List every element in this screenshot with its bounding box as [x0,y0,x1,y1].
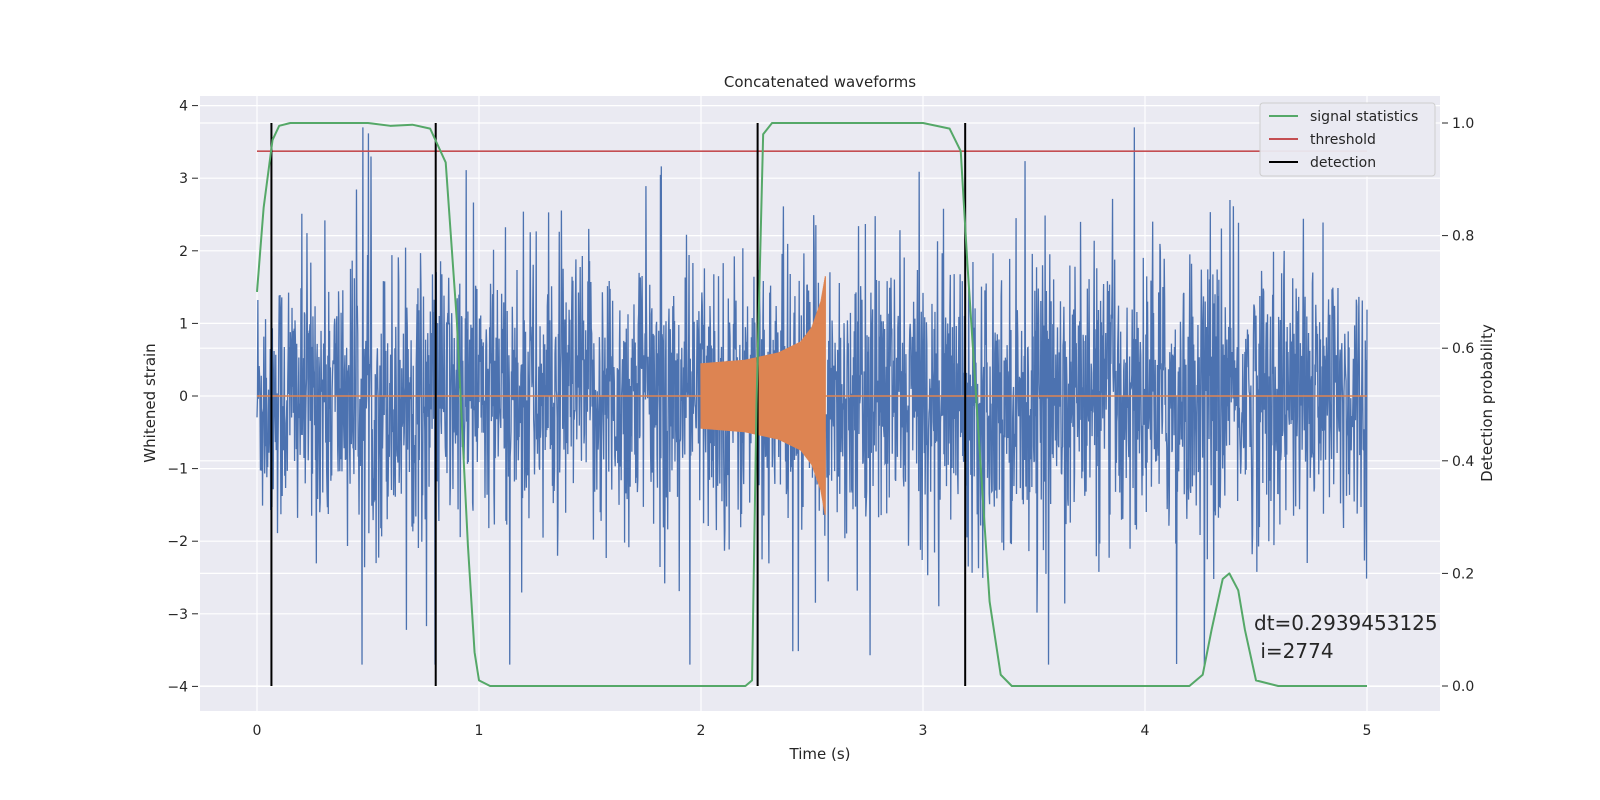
y-tick-label: 3 [179,171,188,187]
chart-title: Concatenated waveforms [724,73,916,91]
y-tick-label: 4 [179,99,188,115]
y-tick-label: 0 [179,389,188,405]
axis-ticks: 0 1 2 3 4 5 4 3 2 1 0 −1 −2 −3 −4 1.0 0.8 0.6 0.4 0.2 0.0 [167,99,1474,739]
x-tick-label: 5 [1363,723,1372,739]
y-tick-label: 1 [179,316,188,332]
legend-signal-label: signal statistics [1310,109,1418,125]
x-tick-label: 1 [475,723,484,739]
plot-content [256,122,1368,687]
x-axis-label: Time (s) [789,745,851,763]
y2-tick-label: 1.0 [1452,116,1474,132]
x-tick-label: 4 [1141,723,1150,739]
y-axis-label: Whitened strain [141,343,159,462]
legend-detection-label: detection [1310,155,1376,171]
y2-tick-label: 0.8 [1452,229,1474,245]
y2-tick-label: 0.2 [1452,566,1474,582]
x-tick-label: 3 [919,723,928,739]
annotation-i: i=2774 [1254,639,1334,663]
y2-tick-label: 0.4 [1452,454,1474,470]
x-tick-label: 2 [697,723,706,739]
template-chirp-line [700,276,826,515]
y-tick-label: −2 [167,534,188,550]
legend-threshold-label: threshold [1310,132,1376,148]
annotation-dt: dt=0.2939453125 [1254,611,1438,635]
y-tick-label: −4 [167,679,188,695]
legend: signal statistics threshold detection [1259,102,1436,177]
y2-axis-label: Detection probability [1478,324,1496,482]
y2-tick-label: 0.0 [1452,679,1474,695]
y-tick-label: −1 [167,462,188,478]
signal-statistics-line [256,122,1367,687]
y2-tick-label: 0.6 [1452,341,1474,357]
y-tick-label: −3 [167,607,188,623]
legend-box [1259,102,1436,177]
x-tick-label: 0 [253,723,262,739]
y-tick-label: 2 [179,244,188,260]
